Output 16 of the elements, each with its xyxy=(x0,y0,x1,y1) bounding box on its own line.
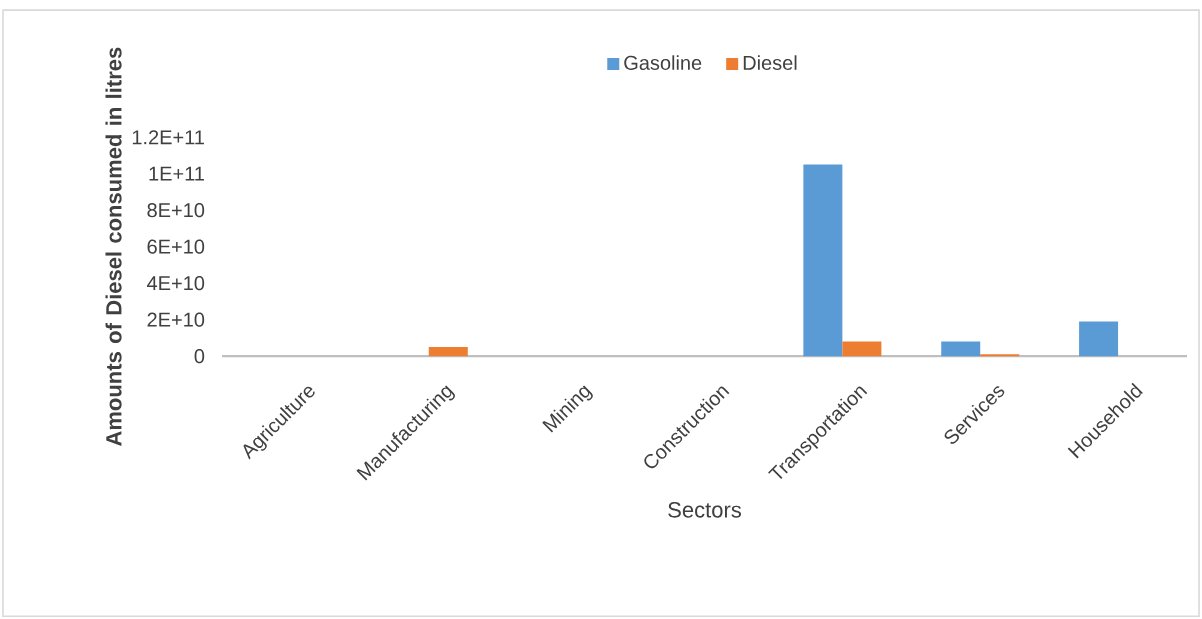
y-tick-label: 1.2E+11 xyxy=(132,130,204,145)
bar xyxy=(941,341,981,357)
legend-label: Gasoline xyxy=(624,55,702,70)
y-tick-label: 6E+10 xyxy=(147,239,205,254)
bar xyxy=(1079,321,1119,357)
y-axis-title: Amounts of Diesel consumed in litres xyxy=(105,47,122,446)
y-tick-label: 0 xyxy=(194,349,205,364)
y-tick-label: 1E+11 xyxy=(149,166,204,181)
y-tick-label: 2E+10 xyxy=(147,312,205,327)
bar xyxy=(803,164,843,357)
bar xyxy=(428,346,468,357)
x-axis-title: Sectors xyxy=(668,502,741,518)
bar xyxy=(842,341,882,357)
legend-label: Diesel xyxy=(743,55,797,70)
y-tick-label: 8E+10 xyxy=(147,203,205,218)
y-tick-label: 4E+10 xyxy=(147,276,205,291)
